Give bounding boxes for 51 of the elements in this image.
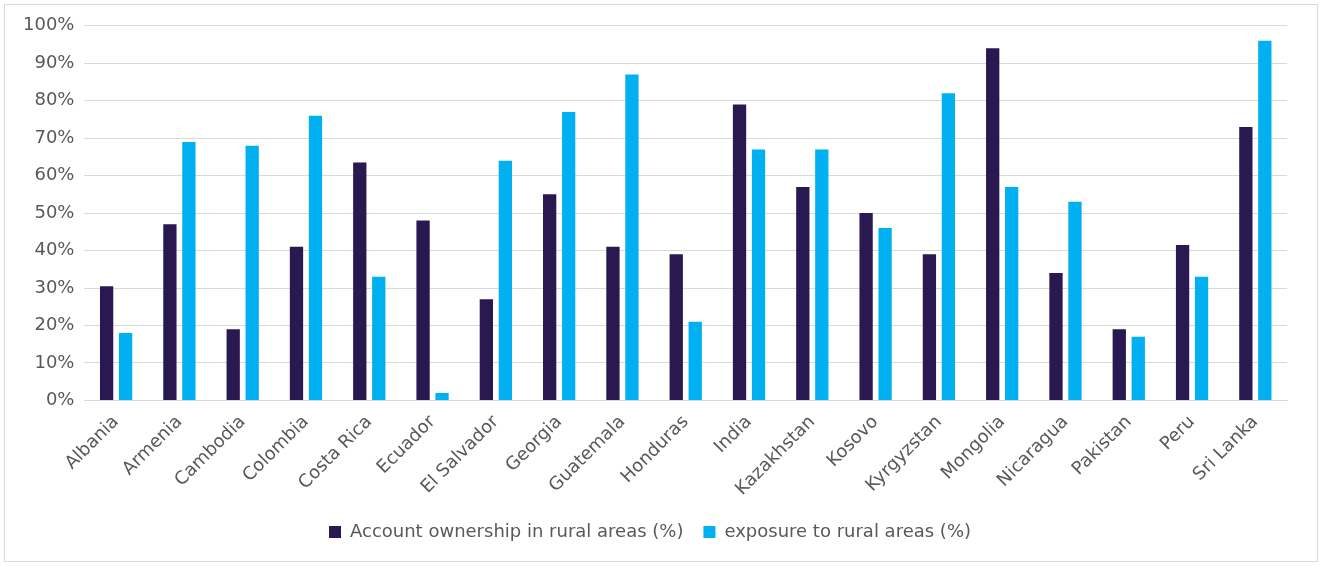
bar xyxy=(1131,336,1145,400)
bar xyxy=(226,329,240,400)
bar xyxy=(1194,276,1209,400)
bar xyxy=(1112,329,1126,400)
y-tick-label: 50% xyxy=(34,200,75,222)
bar xyxy=(562,111,576,400)
bar xyxy=(625,74,639,400)
bar xyxy=(289,246,304,400)
y-tick-label: 90% xyxy=(34,50,75,72)
bar xyxy=(498,160,512,400)
y-tick-label: 80% xyxy=(34,88,75,110)
bar xyxy=(353,162,367,400)
y-tick-label: 20% xyxy=(34,313,75,335)
y-tick-label: 60% xyxy=(34,163,75,185)
bar xyxy=(543,194,557,400)
y-tick-label: 40% xyxy=(34,238,75,260)
bar xyxy=(669,254,683,400)
bar xyxy=(163,224,177,400)
bar xyxy=(796,186,810,400)
bar xyxy=(479,299,494,400)
bar xyxy=(1068,201,1082,400)
bar xyxy=(941,93,956,400)
bar xyxy=(1239,126,1253,400)
bar xyxy=(118,332,133,400)
y-tick-label: 100% xyxy=(22,13,75,35)
bar xyxy=(182,141,196,400)
y-tick-label: 30% xyxy=(34,275,75,297)
legend-label: Account ownership in rural areas (%) xyxy=(350,519,684,541)
bar xyxy=(815,149,829,400)
bar xyxy=(732,104,747,400)
bar xyxy=(751,149,766,400)
bar xyxy=(606,246,620,400)
bar xyxy=(1049,273,1063,400)
bar xyxy=(435,392,449,400)
bar xyxy=(922,254,937,400)
y-tick-label: 0% xyxy=(45,388,75,410)
bar xyxy=(859,213,873,400)
bar xyxy=(245,145,259,400)
y-tick-label: 70% xyxy=(34,125,75,147)
y-tick-label: 10% xyxy=(34,350,75,372)
bar xyxy=(99,286,114,400)
bar xyxy=(1175,244,1190,400)
bar xyxy=(688,321,702,400)
bar xyxy=(416,220,430,400)
legend-label: exposure to rural areas (%) xyxy=(724,519,971,541)
bar xyxy=(308,115,323,400)
bar xyxy=(878,228,892,400)
bar xyxy=(1258,40,1272,400)
bar xyxy=(986,48,1000,400)
bar xyxy=(372,276,386,400)
bar xyxy=(1005,186,1019,400)
